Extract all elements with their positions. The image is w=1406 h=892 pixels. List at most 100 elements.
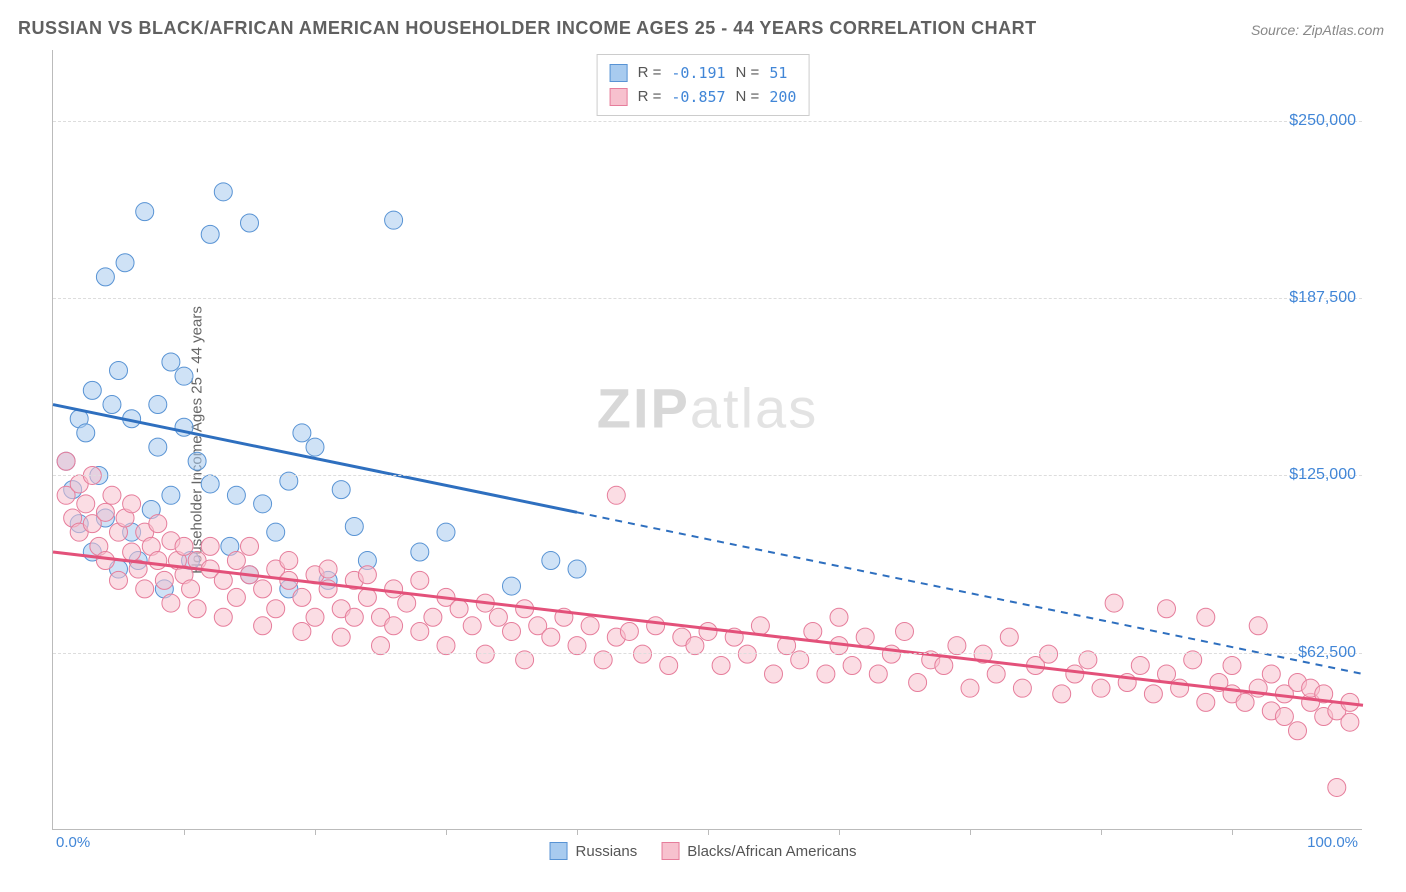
data-point: [227, 588, 245, 606]
data-point: [856, 628, 874, 646]
data-point: [149, 515, 167, 533]
data-point: [188, 600, 206, 618]
data-point: [765, 665, 783, 683]
legend-row-black: R = -0.857 N = 200: [610, 85, 797, 109]
data-point: [1013, 679, 1031, 697]
data-point: [188, 452, 206, 470]
data-point: [542, 628, 560, 646]
data-point: [254, 495, 272, 513]
data-point: [149, 552, 167, 570]
plot-area: Householder Income Ages 25 - 44 years ZI…: [52, 50, 1362, 830]
data-point: [634, 645, 652, 663]
swatch-blue-icon: [550, 842, 568, 860]
data-point: [175, 537, 193, 555]
data-point: [1053, 685, 1071, 703]
data-point: [503, 577, 521, 595]
data-point: [830, 608, 848, 626]
data-point: [1197, 608, 1215, 626]
data-point: [398, 594, 416, 612]
data-point: [267, 600, 285, 618]
data-point: [961, 679, 979, 697]
correlation-legend: R = -0.191 N = 51 R = -0.857 N = 200: [597, 54, 810, 116]
legend-row-russians: R = -0.191 N = 51: [610, 61, 797, 85]
data-point: [77, 424, 95, 442]
y-tick-label: $125,000: [1289, 466, 1356, 484]
data-point: [110, 571, 128, 589]
data-point: [1328, 778, 1346, 796]
legend-item-russians: Russians: [550, 842, 638, 860]
data-point: [214, 608, 232, 626]
data-point: [699, 622, 717, 640]
data-point: [162, 353, 180, 371]
data-point: [96, 552, 114, 570]
data-point: [201, 537, 219, 555]
data-point: [293, 622, 311, 640]
data-point: [77, 495, 95, 513]
y-tick-label: $250,000: [1289, 112, 1356, 130]
gridline: [53, 298, 1362, 299]
data-point: [568, 560, 586, 578]
data-point: [411, 622, 429, 640]
data-point: [424, 608, 442, 626]
data-point: [909, 674, 927, 692]
data-point: [751, 617, 769, 635]
data-point: [843, 656, 861, 674]
data-point: [227, 552, 245, 570]
data-point: [1275, 708, 1293, 726]
chart-title: RUSSIAN VS BLACK/AFRICAN AMERICAN HOUSEH…: [18, 18, 1037, 39]
data-point: [489, 608, 507, 626]
data-point: [738, 645, 756, 663]
data-point: [1000, 628, 1018, 646]
data-point: [385, 580, 403, 598]
data-point: [804, 622, 822, 640]
data-point: [660, 656, 678, 674]
data-point: [293, 588, 311, 606]
data-point: [254, 580, 272, 598]
data-point: [411, 571, 429, 589]
data-point: [1144, 685, 1162, 703]
data-point: [123, 495, 141, 513]
data-point: [1066, 665, 1084, 683]
data-point: [385, 617, 403, 635]
data-point: [149, 396, 167, 414]
data-point: [1249, 617, 1267, 635]
data-point: [1289, 722, 1307, 740]
data-point: [116, 254, 134, 272]
swatch-blue-icon: [610, 64, 628, 82]
data-point: [267, 523, 285, 541]
data-point: [817, 665, 835, 683]
data-point: [607, 486, 625, 504]
data-point: [241, 214, 259, 232]
gridline: [53, 653, 1362, 654]
data-point: [96, 503, 114, 521]
source-attribution: Source: ZipAtlas.com: [1251, 22, 1384, 38]
data-point: [476, 645, 494, 663]
data-point: [319, 560, 337, 578]
x-axis-max: 100.0%: [1307, 834, 1358, 874]
trend-line: [53, 552, 1363, 705]
data-point: [503, 622, 521, 640]
data-point: [83, 381, 101, 399]
data-point: [411, 543, 429, 561]
data-point: [280, 552, 298, 570]
data-point: [1040, 645, 1058, 663]
scatter-svg: [53, 50, 1363, 830]
legend-item-black: Blacks/African Americans: [661, 842, 856, 860]
data-point: [1223, 656, 1241, 674]
data-point: [542, 552, 560, 570]
data-point: [57, 452, 75, 470]
x-axis-min: 0.0%: [56, 834, 90, 874]
data-point: [214, 183, 232, 201]
data-point: [293, 424, 311, 442]
data-point: [1105, 594, 1123, 612]
data-point: [1092, 679, 1110, 697]
data-point: [463, 617, 481, 635]
data-point: [162, 594, 180, 612]
data-point: [345, 518, 363, 536]
data-point: [182, 580, 200, 598]
data-point: [345, 608, 363, 626]
data-point: [869, 665, 887, 683]
data-point: [96, 268, 114, 286]
data-point: [201, 475, 219, 493]
data-point: [987, 665, 1005, 683]
